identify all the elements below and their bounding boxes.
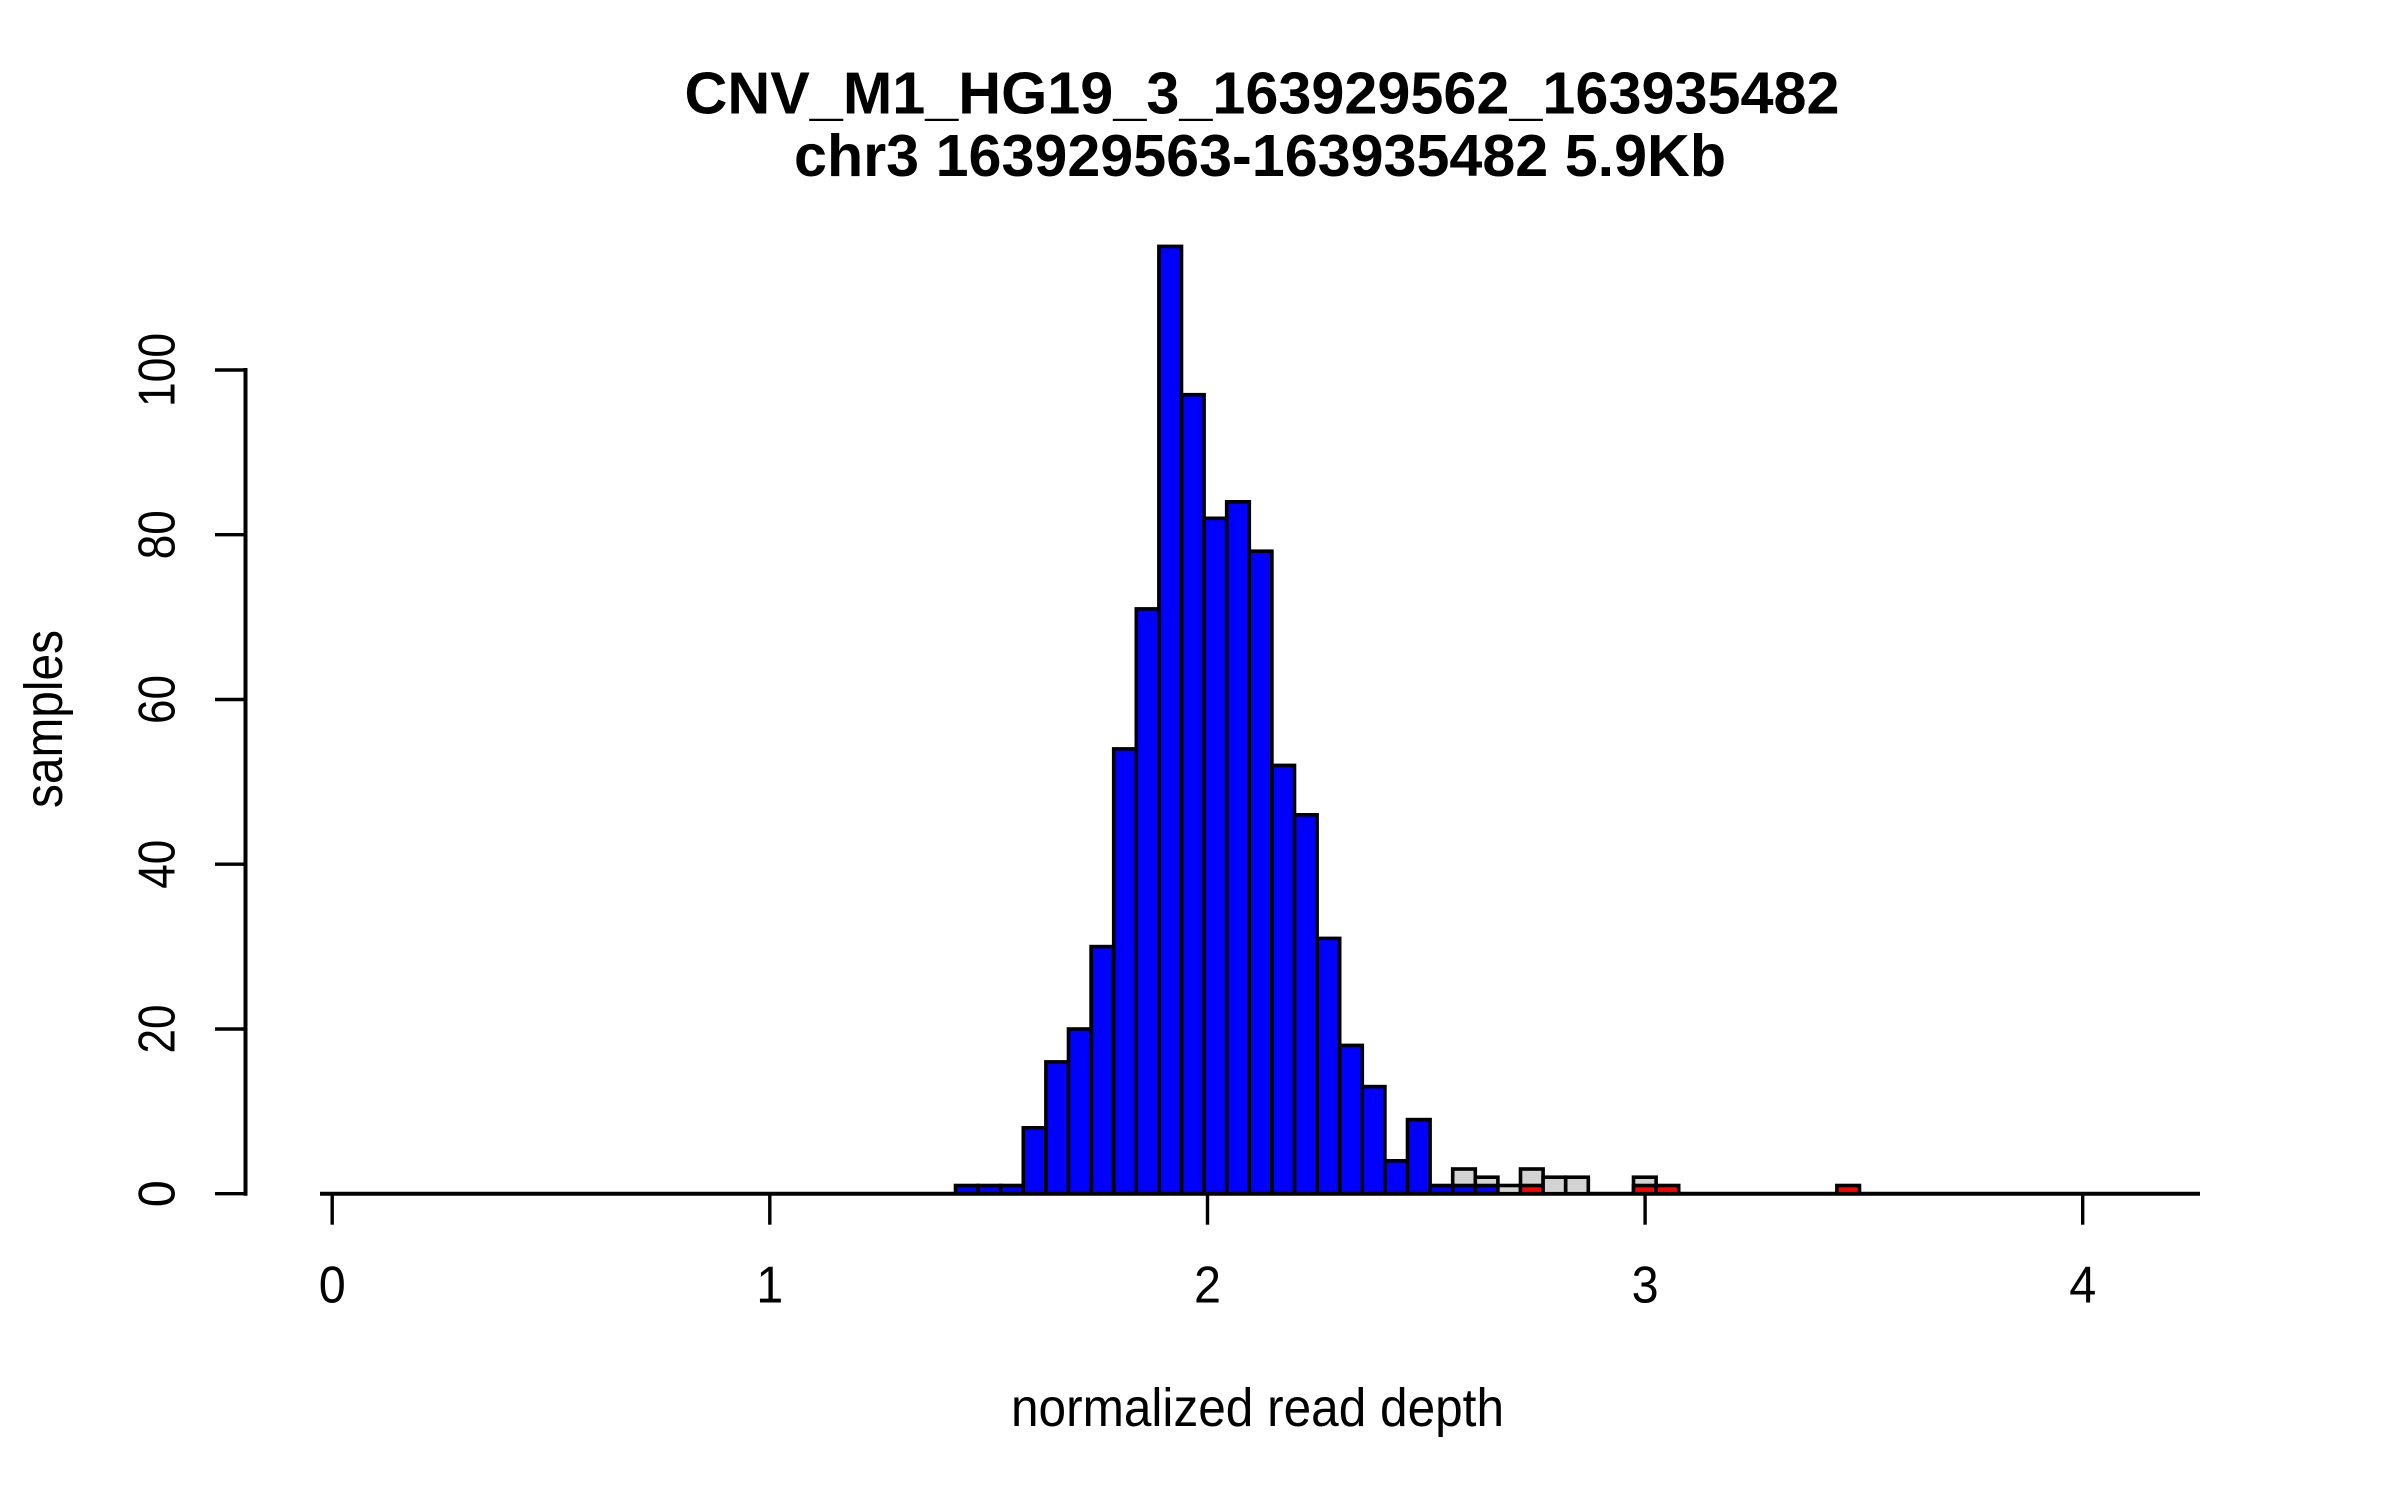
svg-text:CNV_M1_HG19_3_163929562_163935: CNV_M1_HG19_3_163929562_163935482 — [685, 61, 1840, 127]
svg-text:samples: samples — [14, 630, 74, 808]
svg-text:normalized read depth: normalized read depth — [1011, 1378, 1504, 1438]
svg-text:100: 100 — [129, 333, 187, 407]
svg-text:20: 20 — [129, 1005, 187, 1054]
svg-text:40: 40 — [129, 840, 187, 889]
svg-text:2: 2 — [1194, 1257, 1221, 1315]
svg-text:1: 1 — [756, 1257, 783, 1315]
svg-text:0: 0 — [319, 1257, 346, 1315]
svg-text:chr3 163929563-163935482 5.9Kb: chr3 163929563-163935482 5.9Kb — [794, 123, 1726, 189]
svg-text:80: 80 — [129, 510, 187, 559]
svg-text:3: 3 — [1632, 1257, 1659, 1315]
svg-text:60: 60 — [129, 675, 187, 724]
svg-text:4: 4 — [2069, 1257, 2096, 1315]
svg-text:0: 0 — [129, 1180, 187, 1207]
